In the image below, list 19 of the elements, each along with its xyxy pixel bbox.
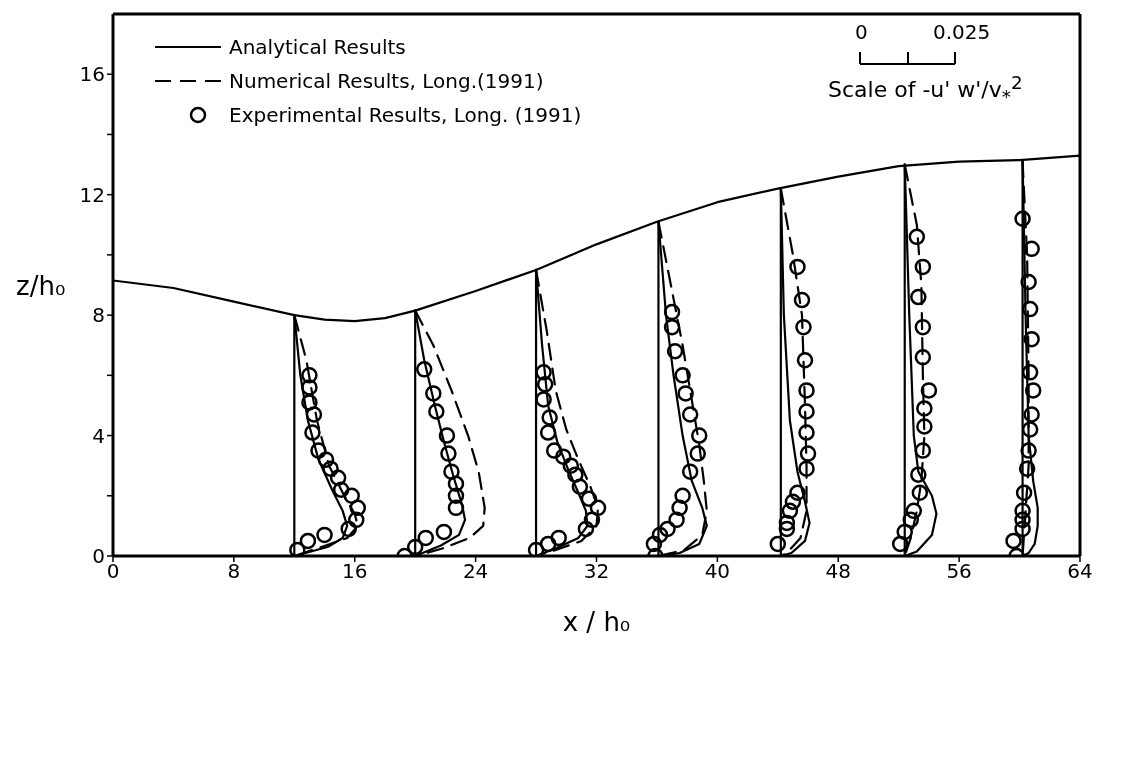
- legend-label: Numerical Results, Long.(1991): [229, 68, 544, 95]
- x-axis-title: x / h₀: [562, 607, 631, 637]
- y-axis-title: z/h₀: [16, 271, 66, 301]
- legend-label: Experimental Results, Long. (1991): [229, 102, 582, 129]
- annotation: 0: [855, 20, 868, 44]
- y-tick-label: 4: [92, 423, 105, 448]
- y-tick-label: 8: [92, 303, 105, 328]
- x-tick-label: 24: [462, 559, 489, 584]
- x-tick-label: 8: [227, 559, 241, 584]
- annotation: 0.025: [933, 20, 991, 44]
- x-tick-label: 16: [342, 559, 368, 584]
- x-tick-label: 64: [1067, 559, 1093, 584]
- y-tick-label: 16: [79, 62, 105, 87]
- y-tick-label: 12: [79, 182, 105, 207]
- x-tick-label: 56: [946, 559, 972, 584]
- x-tick-label: 40: [704, 559, 731, 584]
- x-tick-label: 48: [825, 559, 851, 584]
- legend-label: Analytical Results: [229, 34, 406, 61]
- x-tick-label: 32: [583, 559, 610, 584]
